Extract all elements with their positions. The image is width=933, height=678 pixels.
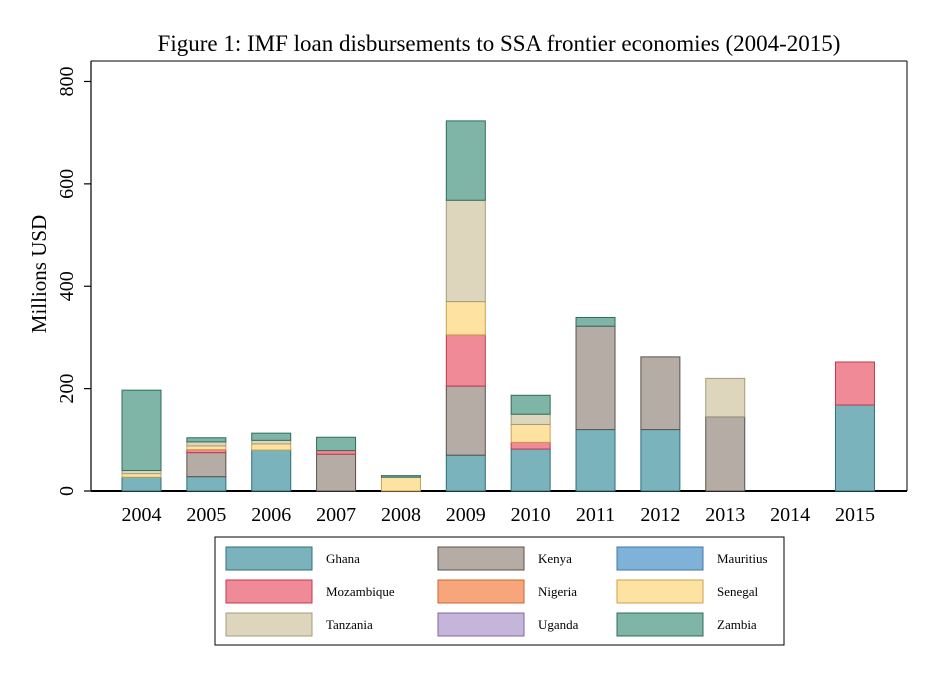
legend-label-ghana: Ghana	[326, 551, 360, 566]
x-tick-label-2010: 2010	[511, 504, 551, 526]
bar-segment-kenya-2013	[705, 416, 746, 492]
bar-segment-ghana-2004	[121, 476, 162, 492]
legend-swatch-tanzania	[225, 612, 313, 637]
bar-segment-kenya-2007	[316, 453, 357, 492]
bar-segment-ghana-2012	[640, 429, 681, 492]
legend-swatch-nigeria	[437, 579, 525, 604]
x-tick-label-2011: 2011	[576, 504, 615, 526]
bar-segment-ghana-2015	[834, 404, 875, 492]
legend-swatch-ghana	[225, 546, 313, 571]
bar-segment-zambia-2005	[186, 437, 227, 443]
legend-swatch-kenya	[437, 546, 525, 571]
x-tick-label-2012: 2012	[640, 504, 680, 526]
legend-swatch-uganda	[437, 612, 525, 637]
bar-segment-zambia-2011	[575, 316, 616, 327]
x-ticks: 2004 2005 2006 2007 2008 2009 2010 2011 2012 2013…	[122, 504, 875, 526]
bar-segment-tanzania-2006	[251, 439, 292, 445]
bar-segment-zambia-2007	[316, 436, 357, 452]
bar-segment-kenya-2012	[640, 356, 681, 431]
x-tick-label-2006: 2006	[251, 504, 291, 526]
bar-segment-ghana-2006	[251, 449, 292, 492]
x-tick-label-2004: 2004	[122, 504, 162, 526]
legend: Ghana Kenya Mauritius Mozambique Nigeria Sene…	[214, 536, 785, 646]
bar-segment-ghana-2010	[510, 448, 551, 492]
legend-label-zambia: Zambia	[717, 617, 757, 632]
chart-title: Figure 1: IMF loan disbursements to SSA …	[158, 31, 841, 56]
y-tick-label: 200	[56, 374, 78, 404]
bar-segment-senegal-2008	[380, 476, 421, 492]
bar-segment-zambia-2009	[445, 120, 486, 201]
legend-label-nigeria: Nigeria	[538, 584, 577, 599]
y-tick-label: 400	[56, 271, 78, 301]
bar-segment-senegal-2010	[510, 423, 551, 443]
bar-segment-kenya-2009	[445, 385, 486, 456]
bar-segment-kenya-2005	[186, 452, 227, 478]
bar-segment-ghana-2011	[575, 429, 616, 492]
bar-segment-senegal-2009	[445, 301, 486, 336]
legend-label-tanzania: Tanzania	[326, 617, 373, 632]
legend-label-mozambique: Mozambique	[326, 584, 395, 599]
bar-segment-ghana-2005	[186, 476, 227, 492]
bar-segment-senegal-2004	[121, 473, 162, 478]
legend-label-mauritius: Mauritius	[717, 551, 768, 566]
bar-segment-zambia-2008	[380, 475, 421, 478]
x-tick-label-2015: 2015	[835, 504, 875, 526]
bar-segment-mozambique-2009	[445, 334, 486, 387]
x-tick-label-2013: 2013	[705, 504, 745, 526]
bar-segment-zambia-2004	[121, 389, 162, 472]
x-tick-label-2005: 2005	[186, 504, 226, 526]
y-tick-label: 0	[56, 486, 78, 496]
bar-segment-tanzania-2009	[445, 199, 486, 303]
bar-segment-tanzania-2013	[705, 377, 746, 418]
bar-segment-mozambique-2007	[316, 450, 357, 455]
bar-segment-tanzania-2010	[510, 413, 551, 425]
x-tick-label-2008: 2008	[381, 504, 421, 526]
plot-frame	[90, 60, 908, 492]
legend-swatch-zambia	[616, 612, 704, 637]
bar-segment-senegal-2005	[186, 445, 227, 451]
bar-segment-kenya-2011	[575, 325, 616, 431]
x-tick-label-2014: 2014	[770, 504, 810, 526]
legend-swatch-senegal	[616, 579, 704, 604]
bars	[121, 120, 875, 492]
legend-label-senegal: Senegal	[717, 584, 759, 599]
x-tick-label-2009: 2009	[446, 504, 486, 526]
legend-label-kenya: Kenya	[538, 551, 572, 566]
legend-swatch-mauritius	[616, 546, 704, 571]
legend-label-uganda: Uganda	[538, 617, 579, 632]
bar-segment-mozambique-2015	[834, 361, 875, 406]
bar-segment-zambia-2010	[510, 394, 551, 415]
legend-swatch-mozambique	[225, 579, 313, 604]
x-tick-label-2007: 2007	[316, 504, 356, 526]
bar-segment-tanzania-2005	[186, 441, 227, 447]
y-axis-label: Millions USD	[27, 215, 51, 333]
y-ticks: 0 200 400 600 800	[56, 66, 91, 496]
y-tick-label: 600	[56, 169, 78, 199]
y-tick-label: 800	[56, 66, 78, 96]
bar-segment-ghana-2009	[445, 454, 486, 492]
bar-segment-mozambique-2010	[510, 441, 551, 450]
bar-segment-senegal-2006	[251, 443, 292, 451]
bar-segment-zambia-2006	[251, 432, 292, 441]
